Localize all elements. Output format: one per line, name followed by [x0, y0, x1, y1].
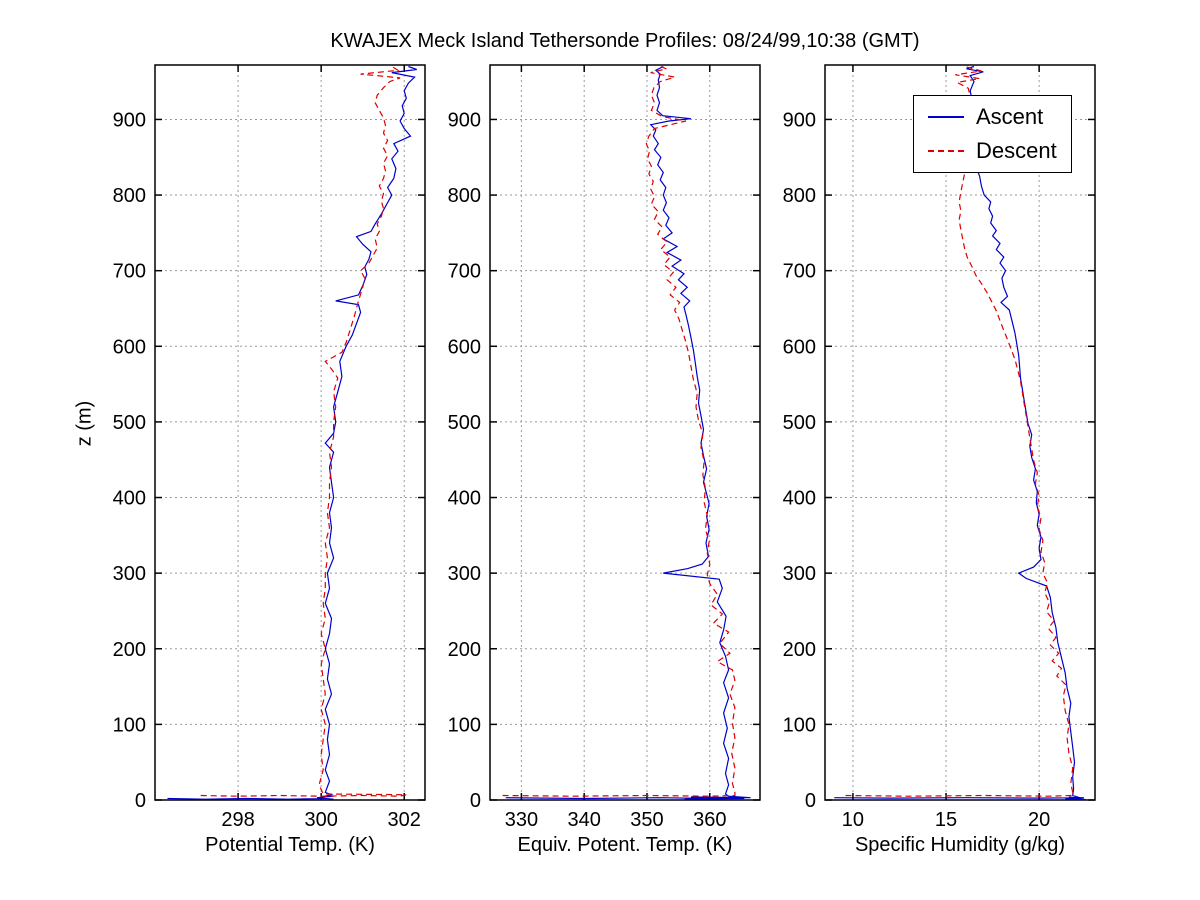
y-tick-label: 900 [783, 109, 816, 131]
axes-box [489, 64, 761, 801]
descent-line [200, 65, 407, 797]
legend-row-ascent: Ascent [928, 104, 1057, 130]
y-tick-label: 100 [448, 714, 481, 736]
y-tick-label: 800 [448, 185, 481, 207]
y-tick-label: 100 [113, 714, 146, 736]
legend: Ascent Descent [913, 95, 1072, 173]
x-tick-label: 20 [1028, 809, 1050, 831]
descent-line [845, 65, 1074, 797]
x-tick-label: 340 [567, 809, 600, 831]
ascent-line [834, 65, 1086, 801]
panel-specific-humidity: 10 15 20 0 100 200 300 400 500 600 700 800 900 [783, 64, 1096, 831]
legend-label-descent: Descent [976, 138, 1057, 163]
legend-label-ascent: Ascent [976, 104, 1044, 129]
y-tick-label: 800 [783, 185, 816, 207]
x-tick-label: 360 [693, 809, 726, 831]
panel-potential-temp: 298 300 302 0 100 200 300 400 500 600 700 800 900 [113, 64, 426, 831]
y-tick-label: 500 [113, 412, 146, 434]
legend-row-descent: Descent [928, 138, 1057, 164]
ascent-line-sample [928, 116, 964, 118]
y-tick-label: 400 [113, 488, 146, 510]
y-tick-label: 600 [783, 336, 816, 358]
y-tick-label: 200 [783, 639, 816, 661]
y-tick-label: 700 [783, 261, 816, 283]
axes-box [154, 64, 426, 801]
y-tick-label: 800 [113, 185, 146, 207]
descent-line [502, 65, 736, 797]
y-tick-label: 400 [783, 488, 816, 510]
y-tick-label: 600 [448, 336, 481, 358]
x-axis-label-specific-humidity: Specific Humidity (g/kg) [854, 834, 1066, 856]
y-axis-label: z (m) [73, 400, 96, 447]
y-tick-label: 0 [805, 790, 816, 812]
y-tick-label: 300 [783, 563, 816, 585]
y-tick-label: 900 [113, 109, 146, 131]
axes-0: 298 300 302 0 100 200 300 400 500 600 700 800 900 [113, 64, 426, 831]
axes-1: 330 340 350 360 0 100 200 300 400 500 600 700 800 900 [448, 64, 761, 831]
chart-title: KWAJEX Meck Island Tethersonde Profiles:… [330, 30, 920, 52]
ascent-line [167, 65, 417, 800]
y-tick-label: 500 [783, 412, 816, 434]
x-axis-label-potential-temp: Potential Temp. (K) [205, 834, 375, 856]
y-tick-label: 500 [448, 412, 481, 434]
x-tick-label: 15 [935, 809, 957, 831]
x-tick-label: 330 [505, 809, 538, 831]
x-axis-label-equiv-potent-temp: Equiv. Potent. Temp. (K) [517, 834, 733, 856]
y-tick-label: 100 [783, 714, 816, 736]
y-tick-label: 700 [113, 261, 146, 283]
x-tick-label: 10 [842, 809, 864, 831]
y-tick-label: 400 [448, 488, 481, 510]
descent-line-sample [928, 150, 964, 152]
axes-box [824, 64, 1096, 801]
y-tick-label: 300 [113, 563, 146, 585]
x-tick-label: 300 [304, 809, 337, 831]
x-tick-label: 302 [388, 809, 421, 831]
y-tick-label: 0 [470, 790, 481, 812]
ascent-line [505, 65, 751, 800]
y-tick-label: 300 [448, 563, 481, 585]
y-tick-label: 200 [113, 639, 146, 661]
x-tick-label: 350 [630, 809, 663, 831]
y-tick-label: 900 [448, 109, 481, 131]
y-tick-label: 200 [448, 639, 481, 661]
x-tick-label: 298 [221, 809, 254, 831]
y-tick-label: 700 [448, 261, 481, 283]
y-tick-label: 600 [113, 336, 146, 358]
y-tick-label: 0 [135, 790, 146, 812]
panel-equiv-potent-temp: 330 340 350 360 0 100 200 300 400 500 600 700 800 900 [448, 64, 761, 831]
